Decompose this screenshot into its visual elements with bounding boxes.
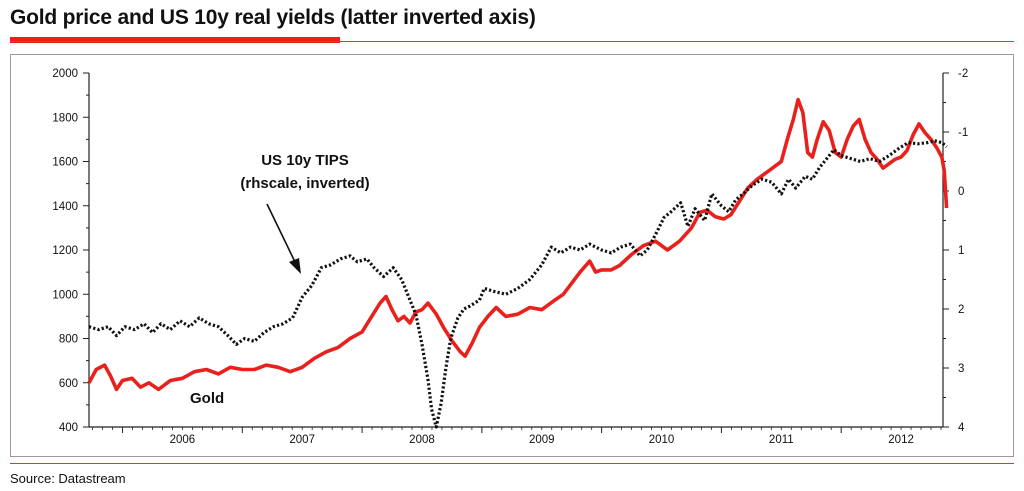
source-note: Source: Datastream: [10, 471, 126, 486]
y-right-tick-label: 3: [958, 363, 964, 375]
page-title: Gold price and US 10y real yields (latte…: [10, 6, 536, 29]
y-left-tick-label: 600: [59, 378, 78, 390]
x-tick-label: 2007: [289, 434, 315, 446]
y-right-tick-label: 4: [958, 422, 965, 434]
title-rule: [10, 41, 1014, 42]
y-left-tick-label: 400: [59, 422, 78, 434]
y-left-tick-label: 2000: [52, 68, 78, 80]
x-tick-label: 2012: [888, 434, 914, 446]
gold-label: Gold: [190, 390, 224, 407]
tips-arrow-shaft: [266, 203, 297, 265]
y-left-tick-label: 1200: [52, 245, 78, 257]
tips-series-line: [88, 139, 948, 429]
y-right-tick-label: 0: [958, 186, 964, 198]
x-tick-label: 2011: [769, 434, 794, 446]
x-tick-label: 2009: [529, 434, 555, 446]
tips-label-line1: US 10y TIPS: [261, 152, 349, 169]
y-right-tick-label: -1: [958, 127, 968, 139]
x-tick-label: 2010: [649, 434, 675, 446]
tips-label-line2: (rhscale, inverted): [240, 175, 369, 192]
chart-annotations: US 10y TIPS (rhscale, inverted) Gold: [190, 152, 370, 407]
y-right-tick-label: -2: [958, 68, 968, 80]
gold-series-line: [87, 97, 949, 392]
y-right-tick-label: 1: [958, 245, 964, 257]
x-tick-label: 2006: [170, 434, 196, 446]
y-right-tick-label: 2: [958, 304, 964, 316]
chart-lines: [87, 97, 949, 429]
y-left-tick-label: 800: [59, 334, 78, 346]
tips-arrow-head: [289, 258, 301, 274]
footer-rule: [10, 463, 1014, 464]
y-left-tick-label: 1000: [52, 289, 78, 301]
y-left-tick-label: 1400: [52, 201, 78, 213]
y-left-tick-label: 1600: [52, 157, 78, 169]
x-tick-label: 2008: [409, 434, 435, 446]
chart-frame: [10, 54, 1014, 457]
title-accent-bar: [10, 37, 340, 43]
y-left-tick-label: 1800: [52, 112, 78, 124]
chart-axes: 400 600 800 1000 1200 1400 1600 1800 2000 -2 -1 0 1 2…: [52, 68, 968, 446]
